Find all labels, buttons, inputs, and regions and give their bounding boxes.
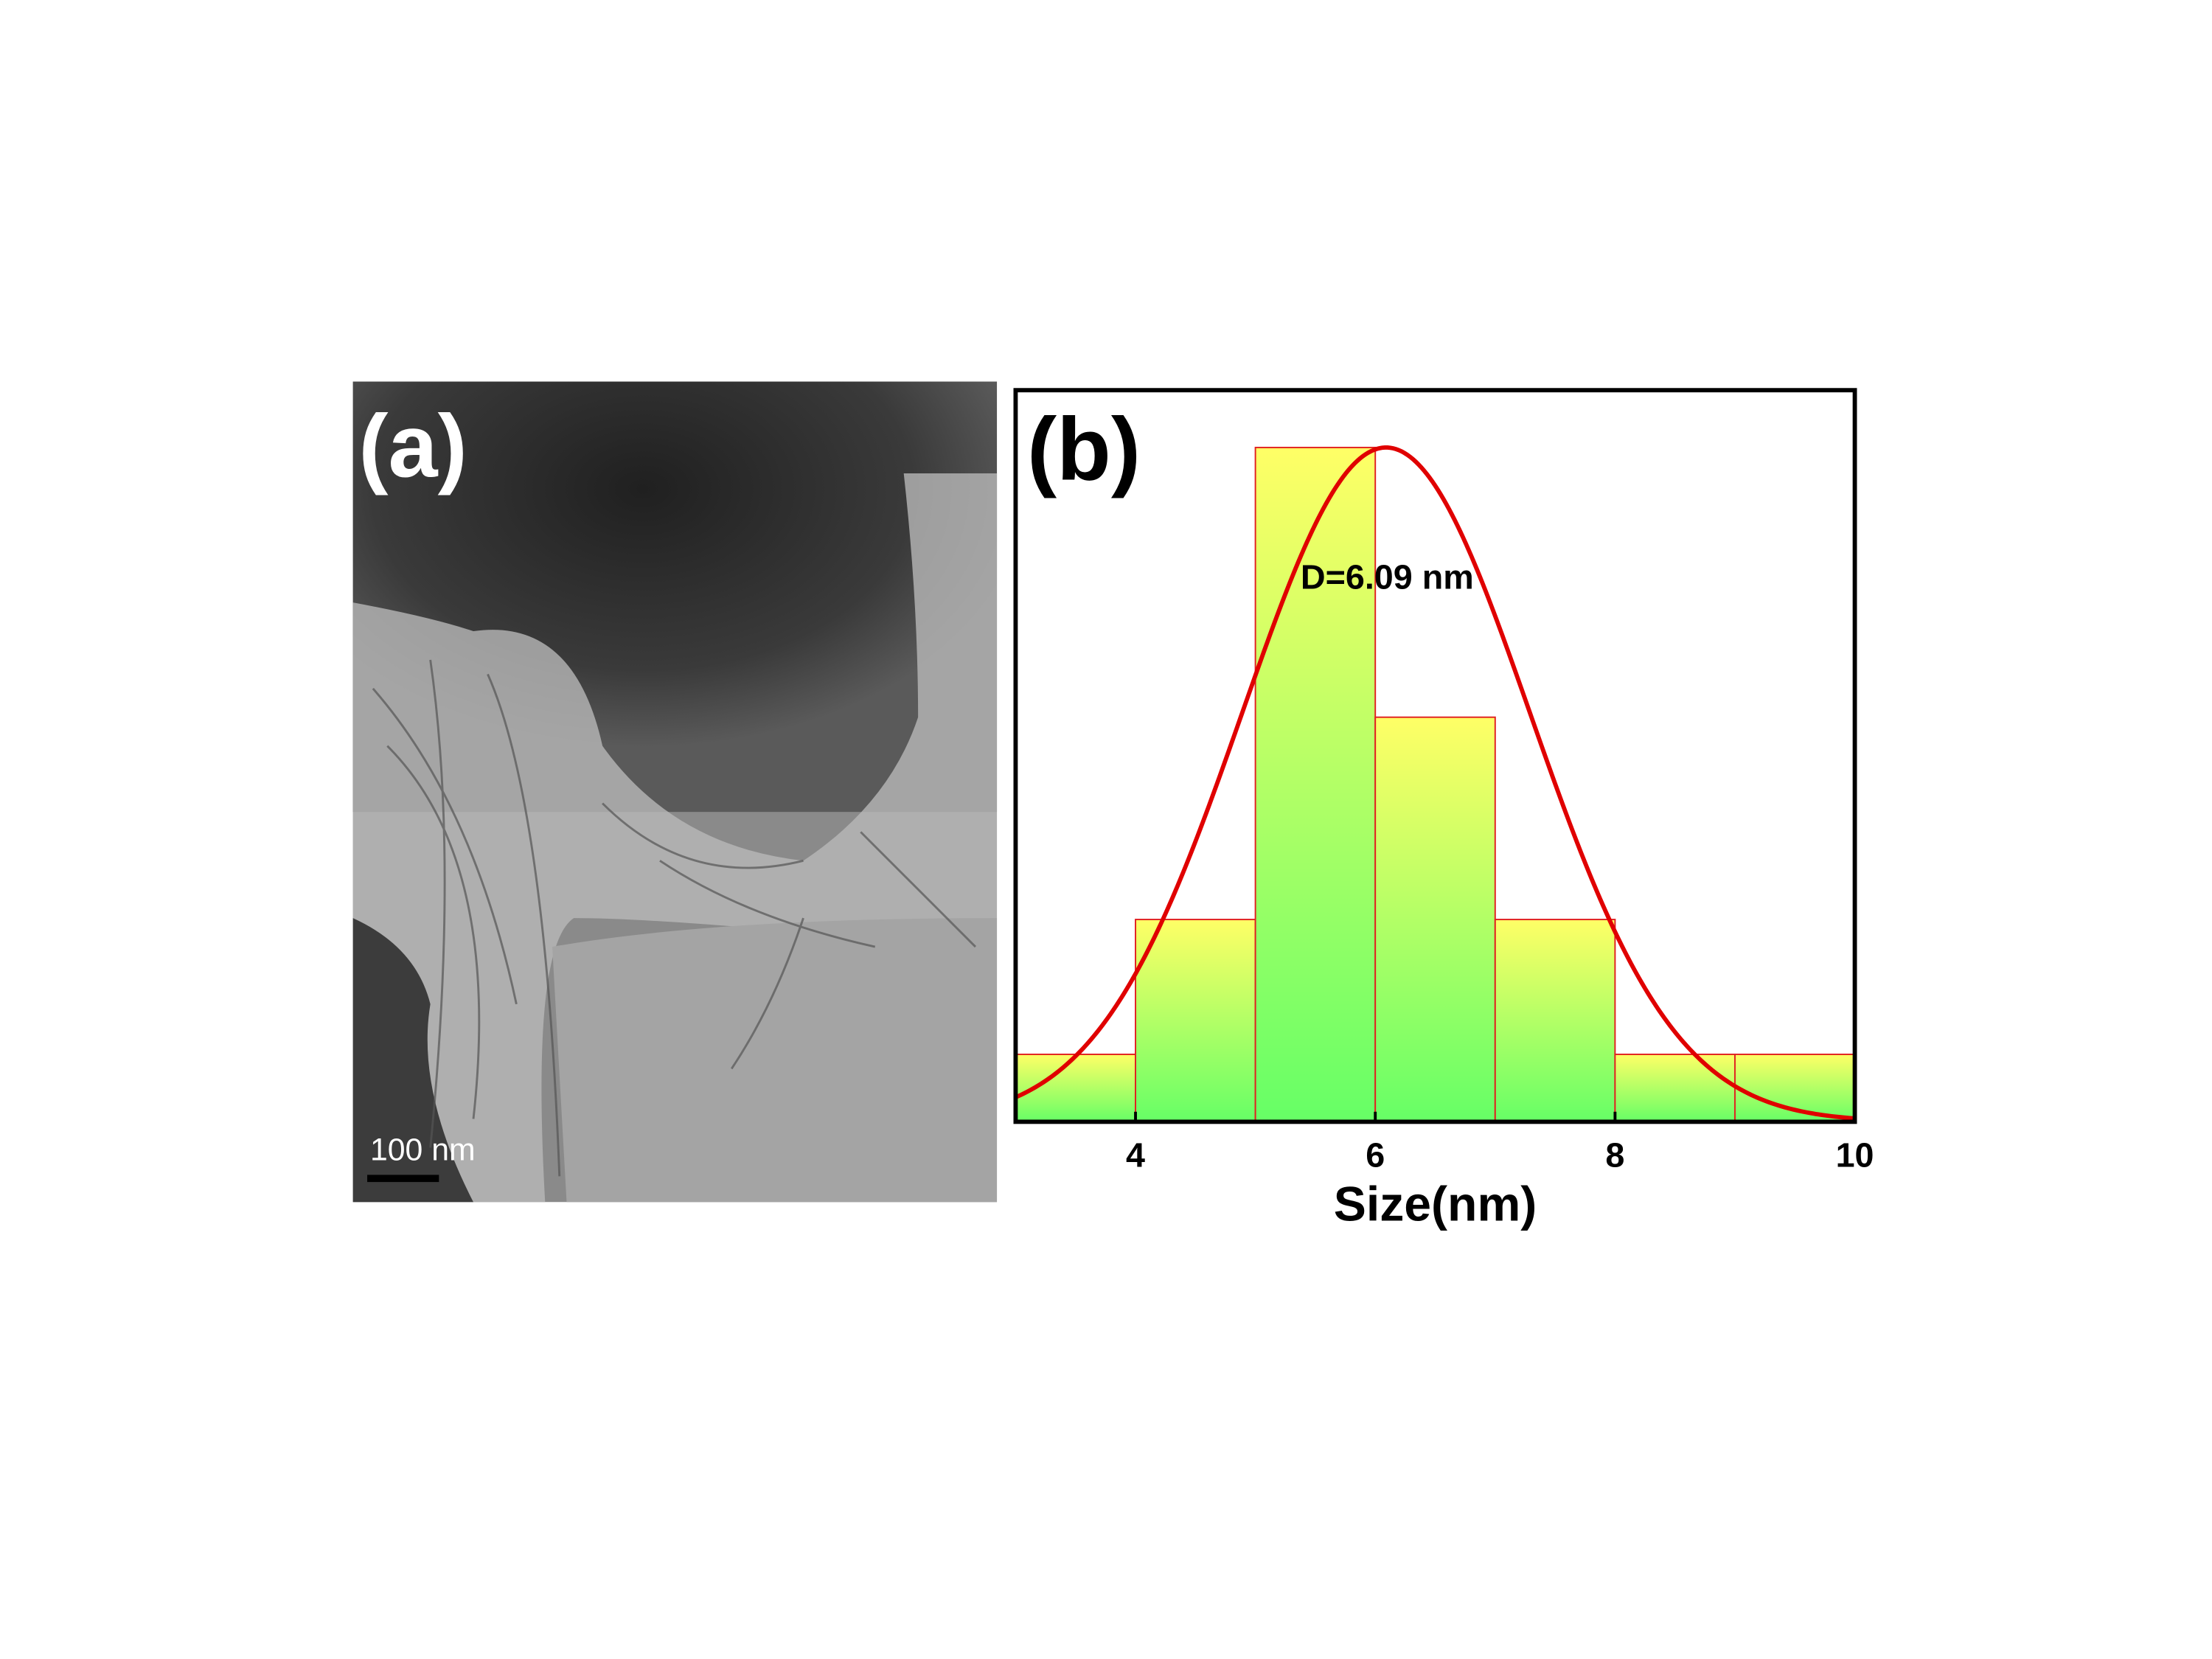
scale-bar xyxy=(367,1175,439,1183)
histogram-panel: 4 6 8 10 Size(nm) (b) D=6.09 nm xyxy=(1013,388,1874,1232)
bar xyxy=(1614,1053,1736,1123)
x-tick-label: 4 xyxy=(1126,1135,1145,1174)
fit-curve xyxy=(1015,445,1855,1121)
tem-image: (a) 100 nm xyxy=(352,381,998,1203)
panel-label: (a) xyxy=(358,397,467,496)
scale-bar-label: 100 nm xyxy=(370,1133,476,1168)
bar xyxy=(1135,919,1256,1123)
x-tick-label: 10 xyxy=(1836,1135,1874,1174)
x-axis-label: Size(nm) xyxy=(1334,1178,1537,1232)
bar xyxy=(1254,446,1377,1123)
x-tick-label: 8 xyxy=(1605,1135,1624,1174)
x-tick-label: 6 xyxy=(1366,1135,1385,1174)
panel-label: (b) xyxy=(1027,400,1141,499)
bar xyxy=(1374,716,1496,1123)
plot-frame xyxy=(1013,388,1857,1124)
annotation: D=6.09 nm xyxy=(1301,557,1474,596)
bar xyxy=(1494,919,1616,1123)
